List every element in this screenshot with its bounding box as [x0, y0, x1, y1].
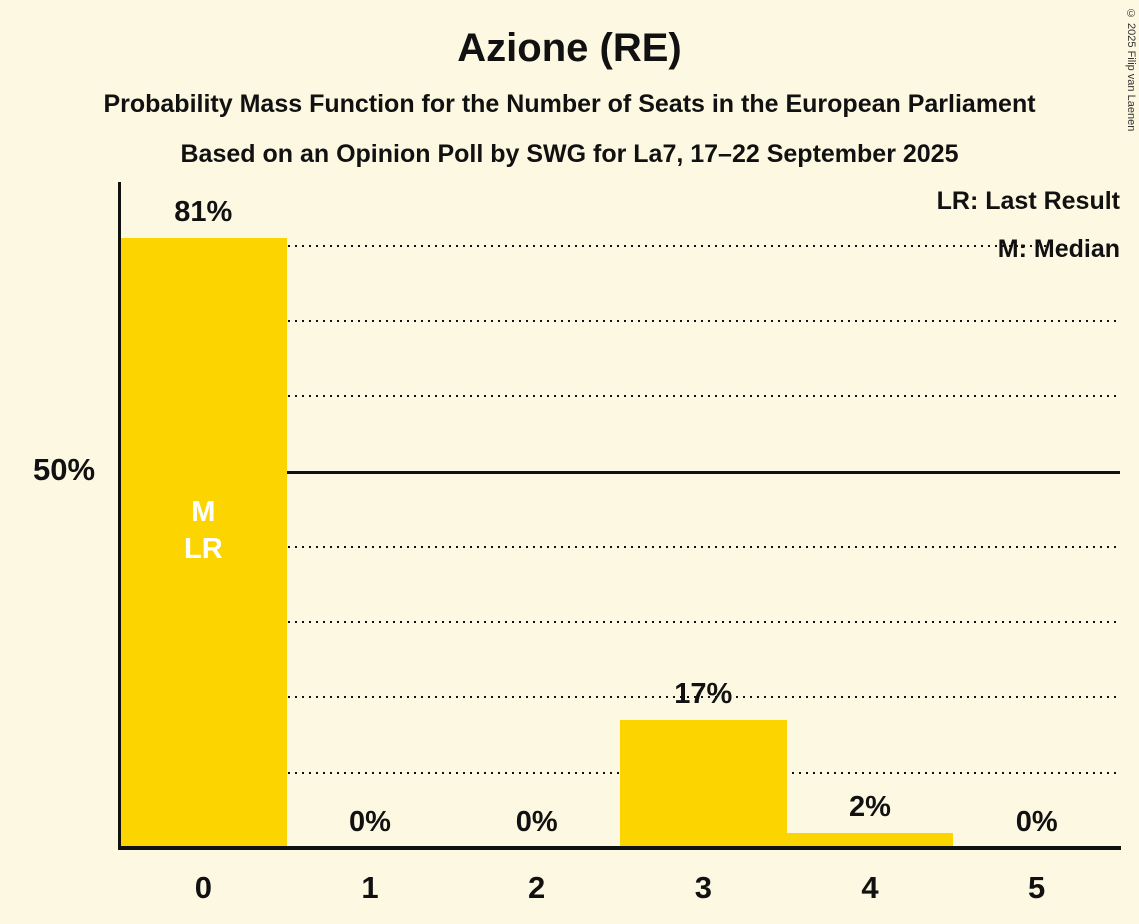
gridline-80pct	[120, 244, 1120, 247]
bar-value-label: 0%	[349, 806, 391, 838]
bar-0	[120, 238, 287, 848]
y-axis-line	[118, 182, 121, 849]
bar-value-label: 0%	[515, 806, 558, 838]
chart-source-line: Based on an Opinion Poll by SWG for La7,…	[180, 140, 959, 168]
bar-value-label: 2%	[849, 790, 891, 823]
bar-3	[620, 719, 787, 848]
gridline-20pct	[120, 696, 1120, 699]
gridline-70pct	[120, 319, 1120, 322]
copyright-text: © 2025 Filip van Laenen	[1125, 8, 1137, 132]
y-axis-label: 50%	[32, 452, 96, 487]
legend-median: M: Median	[997, 235, 1120, 263]
gridline-50pct	[120, 470, 1120, 474]
x-tick-label: 2	[528, 870, 546, 905]
gridline-60pct	[120, 395, 1120, 398]
x-tick-label: 0	[194, 870, 212, 905]
bar-annotation: M LR	[120, 494, 287, 568]
chart-title: Azione (RE)	[457, 26, 682, 70]
bar-value-label: 0%	[1015, 806, 1058, 838]
x-tick-label: 5	[1028, 870, 1046, 905]
legend-last-result: LR: Last Result	[936, 187, 1120, 215]
bar-annotation-line: LR	[183, 533, 223, 566]
bar-4	[786, 832, 954, 848]
chart-subtitle: Probability Mass Function for the Number…	[103, 90, 1036, 118]
x-tick-label: 1	[361, 870, 379, 905]
x-tick-label: 3	[694, 870, 712, 905]
x-axis-line	[118, 846, 1121, 850]
bar-value-label: 81%	[174, 196, 233, 229]
bar-annotation-line: M	[191, 496, 216, 529]
gridline-30pct	[120, 621, 1120, 624]
gridline-40pct	[120, 545, 1120, 548]
x-tick-label: 4	[861, 870, 879, 905]
bar-value-label: 17%	[674, 677, 733, 710]
